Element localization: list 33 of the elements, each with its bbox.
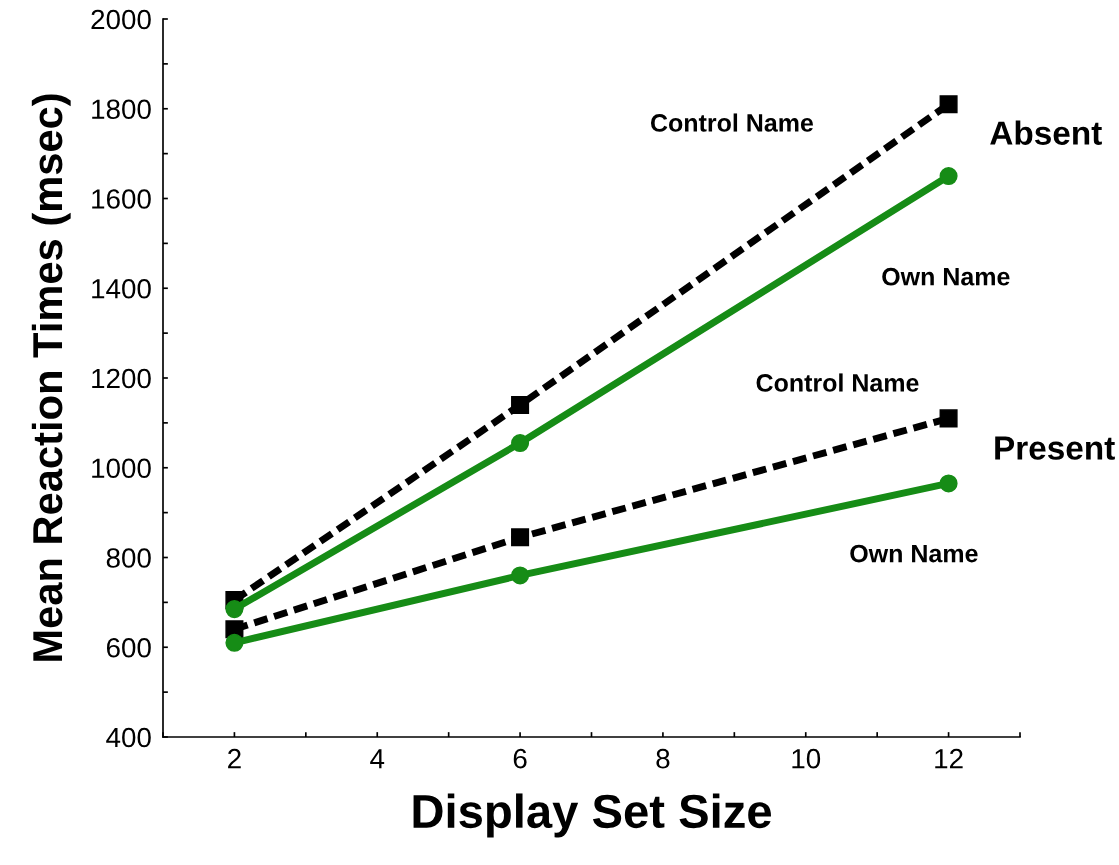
point (225, 633, 244, 652)
x-tick-label: 10 (792, 748, 821, 769)
y-tick-label: 1800 (92, 99, 151, 120)
y-tick-label: 2000 (91, 9, 151, 30)
series-label: Control Name (756, 373, 919, 392)
y-axis-title: Mean Reaction Times (msec) (31, 94, 71, 661)
y-tick-label: 1200 (92, 368, 151, 389)
point (511, 434, 530, 453)
y-tick-label: 1400 (92, 278, 151, 299)
x-tick-label: 6 (513, 748, 527, 769)
annotation: Present (995, 436, 1115, 460)
y-tick-label: 1000 (92, 458, 151, 479)
y-tick-label: 800 (106, 548, 151, 568)
point (225, 600, 244, 619)
point (511, 566, 530, 585)
point (511, 395, 530, 414)
point (939, 474, 958, 493)
series-label: Own Name (850, 544, 978, 563)
point (939, 409, 958, 428)
y-tick-label: 1600 (92, 189, 151, 209)
y-tick-label: 600 (106, 637, 151, 658)
text: Control Name (650, 113, 814, 132)
y-tick-label: 400 (106, 727, 151, 748)
x-tick-label: 12 (935, 748, 963, 769)
x-axis-title: Display Set Size (413, 793, 771, 838)
point (939, 95, 958, 114)
x-tick-label: 4 (370, 749, 385, 769)
x-tick-label: 8 (656, 748, 670, 769)
point (939, 167, 958, 186)
series-label: Own Name (882, 267, 1010, 286)
annotation: Absent (990, 120, 1102, 145)
x-tick-label: 2 (228, 748, 241, 769)
point (511, 528, 530, 547)
